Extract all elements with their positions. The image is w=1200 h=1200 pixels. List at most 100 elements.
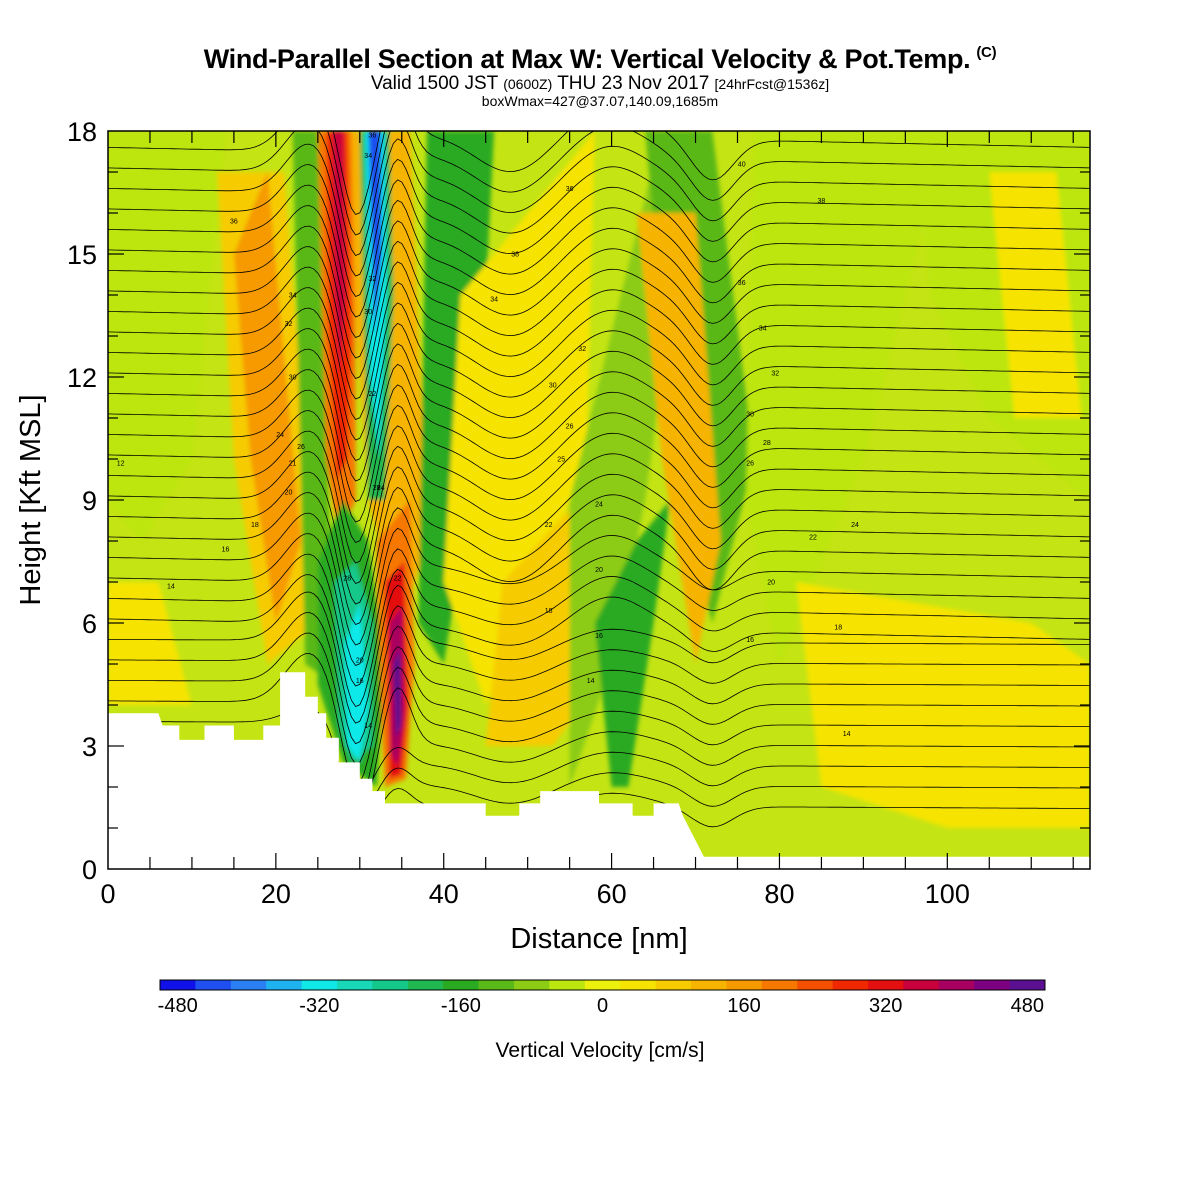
colorbar-swatch [726, 980, 763, 990]
x-tick-label: 60 [597, 879, 627, 909]
copyright-mark: (C) [976, 44, 997, 61]
isentrope-line [108, 548, 1090, 687]
y-tick-label: 12 [67, 363, 97, 393]
valid-time: Valid 1500 JST [370, 73, 498, 94]
colorbar-swatch [974, 980, 1010, 990]
colorbar-swatch [549, 980, 586, 990]
isentrope-line [108, 568, 1090, 707]
x-axis-label: Distance [nm] [510, 923, 687, 955]
contour-label: 14 [843, 731, 851, 738]
isentrope-line [108, 322, 1090, 461]
isentrope-line [108, 404, 1090, 543]
contour-label: 20 [767, 580, 775, 587]
isentrope-line [108, 179, 1090, 318]
contour-label: 26 [297, 444, 305, 451]
colorbar-swatch [407, 980, 444, 990]
contour-label: 40 [738, 161, 746, 168]
x-tick-label: 40 [429, 879, 459, 909]
contour-label: 12 [117, 461, 125, 468]
isentrope-line [108, 363, 1090, 502]
colorbar-swatch [868, 980, 904, 990]
isentrope-line [108, 131, 1090, 236]
contour-label: 26 [566, 424, 574, 431]
contour-label: 32 [771, 370, 779, 377]
colorbar-swatch [301, 980, 338, 990]
contour-label: 22 [394, 575, 402, 582]
colorbar-swatch [372, 980, 409, 990]
contour-label: 24 [851, 522, 859, 529]
x-tick-label: 0 [100, 879, 115, 909]
isentrope-line [108, 343, 1090, 482]
contour-label: 16 [746, 637, 754, 644]
contour-label: 36 [738, 280, 746, 287]
contour-label: 22 [809, 534, 817, 541]
colorbar-label: Vertical Velocity [cm/s] [496, 1039, 705, 1062]
colorbar-swatch [443, 980, 479, 990]
isentrope-line [108, 302, 1090, 441]
contour-label: 25 [557, 457, 565, 464]
isentrope-line [108, 445, 1090, 584]
contour-label: 22 [545, 522, 553, 529]
y-tick-label: 3 [82, 732, 97, 762]
y-tick-label: 6 [82, 609, 97, 639]
contour-label: 21 [289, 461, 297, 468]
contour-label: 34 [289, 293, 297, 300]
contour-label: 16 [595, 633, 603, 640]
x-tick-label: 100 [925, 879, 970, 909]
colorbar-swatch [938, 980, 975, 990]
contour-label: 14 [587, 678, 595, 685]
contour-label: 16 [222, 547, 230, 554]
x-tick-label: 80 [764, 879, 794, 909]
isentrope-line [332, 131, 1090, 215]
colorbar-frame [159, 979, 1046, 991]
velocity-band [989, 172, 1082, 418]
isentrope-line [108, 158, 1090, 297]
isentrope-line [108, 666, 1090, 811]
contour-label: 20 [285, 489, 293, 496]
contour-label: 32 [578, 346, 586, 353]
isentrope-line [108, 281, 1090, 420]
y-axis-label: Height [Kft MSL] [15, 394, 47, 605]
colorbar-tick-label: -480 [158, 995, 198, 1017]
contour-label: 26 [746, 461, 754, 468]
colorbar-swatch [514, 980, 550, 990]
contour-label: 28 [343, 575, 351, 582]
contour-label: 20 [356, 657, 364, 664]
contour-label: 32 [285, 321, 293, 328]
contour-label: 18 [251, 522, 259, 529]
x-tick-label: 20 [261, 879, 291, 909]
chart-title: Wind-Parallel Section at Max W: Vertical… [0, 44, 1200, 75]
velocity-band [443, 131, 595, 705]
isentrope-line [108, 527, 1090, 666]
colorbar-tick-label: 320 [869, 995, 902, 1017]
isentrope-line [108, 138, 1090, 277]
isentrope-line [108, 240, 1090, 379]
contour-label: 16 [356, 678, 364, 685]
contour-label: 24 [276, 432, 284, 439]
isentrope-line [108, 220, 1090, 359]
velocity-band [108, 131, 226, 541]
contour-label: 38 [511, 252, 519, 259]
contour-label: 22 [369, 391, 377, 398]
contour-label: 34 [364, 153, 372, 160]
forecast-info: [24hrFcst@1536z] [714, 76, 830, 92]
contour-label: 30 [364, 309, 372, 316]
isentrope-line [108, 507, 1090, 646]
contour-label: 14 [167, 584, 175, 591]
valid-date: THU 23 Nov 2017 [557, 73, 710, 94]
colorbar-tick-label: -160 [441, 995, 481, 1017]
box-info: boxWmax=427@37.07,140.09,1685m [481, 93, 719, 109]
colorbar-tick-label: 480 [1011, 995, 1044, 1017]
contour-label: 24 [595, 502, 603, 509]
colorbar-swatch [903, 980, 940, 990]
colorbar-swatch [266, 980, 302, 990]
colorbar-swatch [691, 980, 727, 990]
chart-title-text: Wind-Parallel Section at Max W: Vertical… [203, 44, 971, 74]
y-tick-label: 0 [82, 855, 97, 885]
contour-label: 20 [595, 567, 603, 574]
chart-subtitle: Valid 1500 JST (0600Z) THU 23 Nov 2017 [… [0, 73, 1200, 95]
contour-label: 34 [490, 297, 498, 304]
colorbar [159, 979, 1046, 991]
y-tick-label: 18 [67, 117, 97, 147]
terrain-mask [108, 672, 1090, 869]
